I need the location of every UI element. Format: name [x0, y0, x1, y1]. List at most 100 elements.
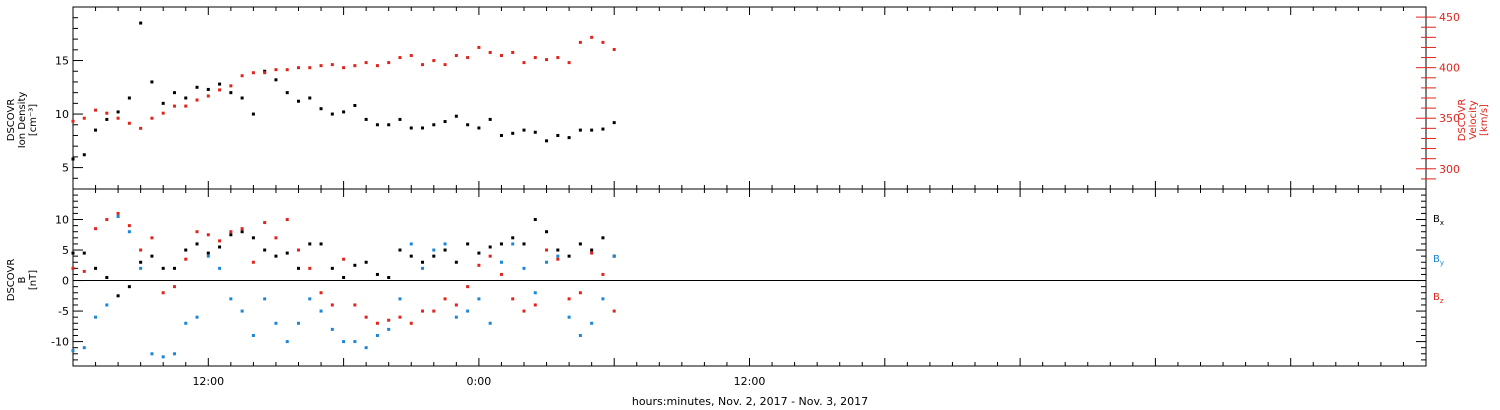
b-tick-label: 0	[62, 275, 69, 288]
bz-point	[601, 272, 605, 276]
axis-ticks	[72, 7, 1436, 366]
by-point	[511, 242, 515, 246]
velocity-axis-title-line1: DSCOVR	[1457, 99, 1468, 142]
by-point	[71, 349, 75, 353]
bz-point	[161, 291, 165, 295]
bx-point	[195, 242, 199, 246]
ion_density-point	[375, 123, 379, 127]
velocity-point	[375, 64, 379, 68]
by-point	[443, 242, 447, 246]
velocity-point	[71, 119, 75, 123]
by-point	[82, 346, 86, 350]
by-point	[590, 321, 594, 325]
bz-point	[590, 251, 594, 255]
bz-point	[150, 236, 154, 240]
bz-point	[556, 257, 560, 261]
bz-point	[421, 309, 425, 313]
by-point	[567, 315, 571, 319]
bx-point	[330, 266, 334, 270]
by-point	[161, 355, 165, 359]
x-tick-label: 12:00	[192, 375, 224, 388]
bx-point	[206, 251, 210, 255]
bx-point	[454, 260, 458, 264]
bx-point	[387, 276, 391, 279]
by-point	[556, 254, 560, 258]
velocity-point	[567, 61, 571, 65]
bx-point	[274, 254, 278, 258]
ion_density-point	[398, 117, 402, 121]
legend-bz: Bz	[1433, 292, 1444, 305]
b-tick-label: -10	[51, 336, 69, 349]
velocity-point	[601, 40, 605, 44]
by-point	[454, 315, 458, 319]
top-left-tick-labels: 5 10 15	[55, 55, 69, 175]
by-point	[105, 303, 109, 307]
bz-point	[353, 303, 357, 307]
by-point	[139, 266, 143, 270]
by-point	[533, 291, 537, 295]
velocity-point	[421, 63, 425, 67]
bz-point	[454, 303, 458, 307]
ion_density-point	[218, 82, 222, 86]
by-point	[229, 297, 233, 301]
velocity-point	[398, 56, 402, 60]
ion_density-point	[319, 107, 323, 111]
ion_density-point	[71, 157, 75, 161]
bz-point	[274, 236, 278, 240]
density-axis-title-line2: Ion Density	[17, 92, 28, 149]
ion_density-point	[184, 96, 188, 100]
bx-point	[421, 260, 425, 264]
bx-point	[477, 251, 481, 255]
bx-point	[139, 260, 143, 264]
velocity-point	[556, 56, 560, 60]
by-point	[206, 254, 210, 258]
velocity-point	[432, 59, 436, 63]
bx-point	[556, 248, 560, 252]
bottom-panel-frame	[72, 188, 1427, 367]
by-point	[612, 254, 616, 258]
legend-by: By	[1433, 254, 1444, 267]
bx-point	[364, 260, 368, 264]
bx-point	[285, 251, 289, 255]
bx-point	[432, 254, 436, 258]
bz-point	[612, 309, 616, 313]
velocity-point	[499, 54, 503, 58]
ion_density-point	[139, 21, 143, 25]
bx-point	[229, 233, 233, 237]
velocity-point	[116, 116, 120, 120]
by-point	[375, 333, 379, 337]
b-axis-title-line1: DSCOVR	[6, 259, 17, 302]
velocity-point	[184, 104, 188, 108]
top-panel-frame	[72, 6, 1427, 190]
x-tick-labels: 12:00 0:00 12:00	[192, 375, 765, 388]
ion_density-point	[330, 112, 334, 116]
bottom-left-tick-labels: 10 5 0 -5 -10	[51, 214, 69, 349]
velocity-tick-label: 450	[1439, 11, 1460, 24]
velocity-point	[161, 111, 165, 115]
ion_density-point	[409, 126, 413, 130]
bx-point	[511, 236, 515, 240]
by-point	[353, 340, 357, 344]
ion_density-point	[308, 96, 312, 100]
ion_density-point	[172, 91, 176, 95]
bx-point	[184, 248, 188, 252]
ion_density-point	[601, 127, 605, 131]
bx-point	[161, 266, 165, 270]
b-tick-label: 5	[62, 244, 69, 257]
by-point	[342, 340, 346, 344]
bz-point	[116, 211, 120, 215]
velocity-point	[94, 108, 98, 112]
ion_density-point	[545, 139, 549, 143]
bz-point	[71, 266, 75, 270]
velocity-point	[251, 71, 255, 75]
bz-point	[94, 227, 98, 231]
x-tick-label: 12:00	[734, 375, 766, 388]
ion_density-point	[522, 128, 526, 132]
bz-point	[330, 303, 334, 307]
ion_density-point	[297, 99, 300, 103]
velocity-point	[545, 58, 549, 62]
ion_density-point	[127, 96, 131, 100]
bx-point	[150, 254, 154, 258]
by-point	[330, 327, 334, 331]
bz-point	[285, 218, 289, 222]
